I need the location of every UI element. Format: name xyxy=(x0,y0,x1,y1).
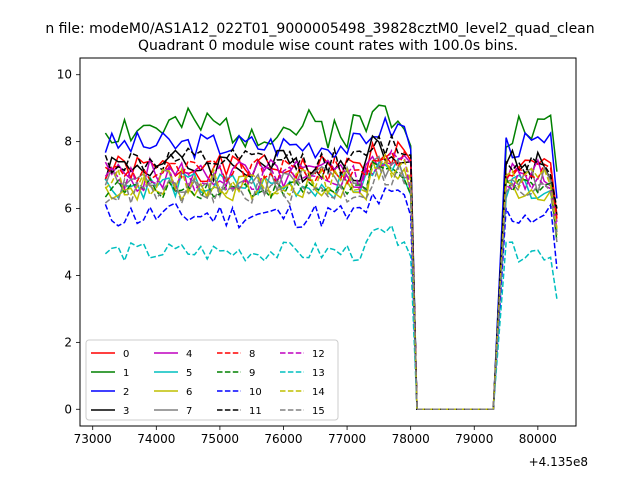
legend-label-8: 8 xyxy=(249,349,255,360)
x-tick-label: 75000 xyxy=(201,432,239,446)
legend-label-7: 7 xyxy=(186,406,192,417)
legend-label-13: 13 xyxy=(312,368,325,379)
x-tick-label: 79000 xyxy=(455,432,493,446)
legend-label-10: 10 xyxy=(249,387,262,398)
legend-label-3: 3 xyxy=(123,406,129,417)
legend-label-15: 15 xyxy=(312,406,325,417)
x-tick-label: 77000 xyxy=(328,432,366,446)
x-tick-label: 73000 xyxy=(74,432,112,446)
legend-label-6: 6 xyxy=(186,387,192,398)
x-tick-label: 80000 xyxy=(519,432,557,446)
legend-label-11: 11 xyxy=(249,406,262,417)
legend-box xyxy=(85,339,339,421)
y-tick-label: 6 xyxy=(64,202,72,216)
figure-suptitle: n file: modeM0/AS1A12_022T01_9000005498_… xyxy=(45,21,594,37)
legend-label-12: 12 xyxy=(312,349,325,360)
legend-label-5: 5 xyxy=(186,368,192,379)
x-tick-label: 76000 xyxy=(264,432,302,446)
y-tick-label: 8 xyxy=(64,135,72,149)
plot-area xyxy=(104,104,558,411)
chart-title: Quadrant 0 module wise count rates with … xyxy=(138,38,518,54)
legend-label-0: 0 xyxy=(123,349,129,360)
legend-label-9: 9 xyxy=(249,368,255,379)
y-tick-label: 10 xyxy=(57,68,72,82)
x-axis-offset-label: +4.135e8 xyxy=(529,455,588,469)
y-tick-label: 4 xyxy=(64,268,72,282)
y-axis-ticks: 0 2 4 6 8 10 xyxy=(57,68,80,416)
x-tick-label: 78000 xyxy=(392,432,430,446)
legend-label-14: 14 xyxy=(312,387,325,398)
y-tick-label: 2 xyxy=(64,335,72,349)
x-axis-ticks: 73000 74000 75000 76000 77000 78000 79000 80000 xyxy=(74,426,557,446)
legend-label-2: 2 xyxy=(123,387,129,398)
series-line-15 xyxy=(104,162,558,411)
x-tick-label: 74000 xyxy=(137,432,175,446)
axes-frame xyxy=(79,57,577,427)
legend-label-1: 1 xyxy=(123,368,129,379)
y-tick-label: 0 xyxy=(64,402,72,416)
legend-label-4: 4 xyxy=(186,349,192,360)
